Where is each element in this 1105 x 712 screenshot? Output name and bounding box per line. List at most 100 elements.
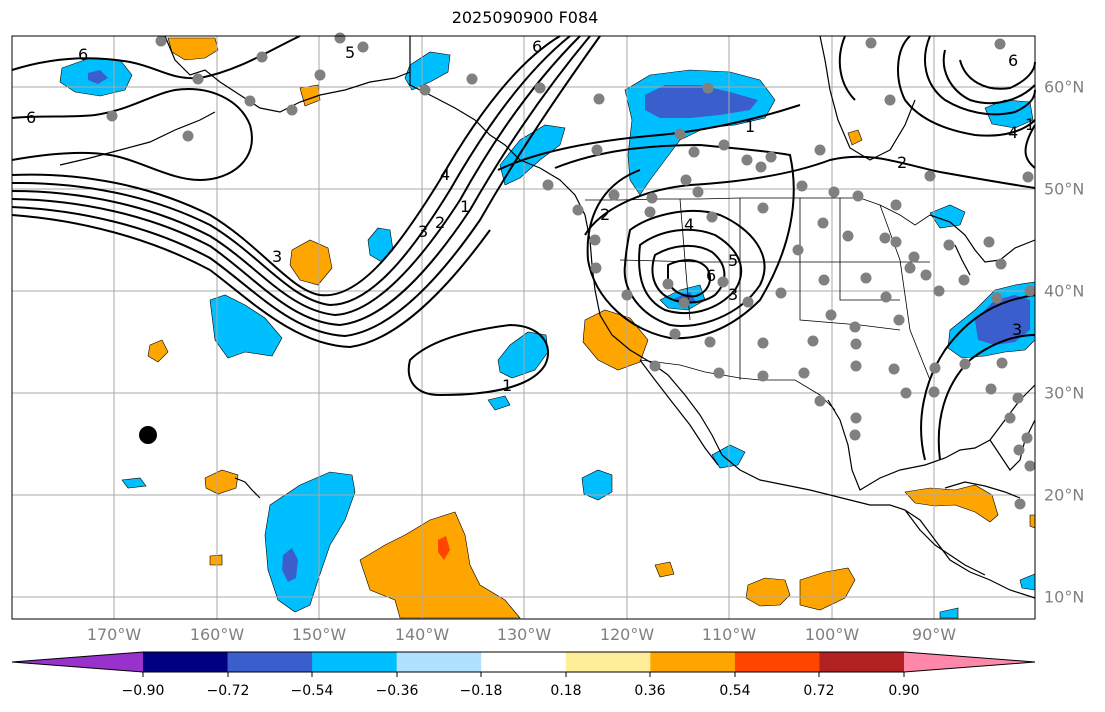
station-marker xyxy=(334,32,346,44)
station-marker xyxy=(757,370,769,382)
station-marker xyxy=(849,429,861,441)
station-marker xyxy=(879,232,891,244)
station-marker xyxy=(904,262,916,274)
map-title: 2025090900 F084 xyxy=(451,8,599,27)
station-marker xyxy=(933,285,945,297)
colorbar-tick-label: 0.72 xyxy=(803,683,835,699)
station-marker xyxy=(850,412,862,424)
contour-label: 2 xyxy=(600,205,610,224)
colorbar-cell xyxy=(481,652,567,672)
station-marker xyxy=(818,274,830,286)
station-marker xyxy=(590,262,602,274)
station-marker xyxy=(155,35,167,47)
contour-label: 6 xyxy=(532,37,542,56)
station-marker xyxy=(357,41,369,53)
station-marker xyxy=(621,289,633,301)
contour-label: 1 xyxy=(745,117,755,136)
station-marker xyxy=(884,94,896,106)
positive-anomaly-shading xyxy=(147,37,1036,619)
station-marker xyxy=(860,272,872,284)
station-marker xyxy=(608,189,620,201)
station-marker xyxy=(662,278,674,290)
contour-label: 3 xyxy=(272,247,282,266)
station-marker xyxy=(713,367,725,379)
colorbar-cell xyxy=(734,652,820,672)
colorbar-cell xyxy=(227,652,313,672)
station-marker xyxy=(985,383,997,395)
station-marker xyxy=(649,360,661,372)
station-marker xyxy=(888,363,900,375)
station-marker xyxy=(644,206,656,218)
colorbar-tick-label: −0.90 xyxy=(121,683,165,699)
station-marker xyxy=(796,180,808,192)
colorbar-tick-label: −0.36 xyxy=(375,683,419,699)
lat-label: 40°N xyxy=(1044,281,1085,301)
station-marker xyxy=(928,386,940,398)
station-marker xyxy=(688,146,700,158)
station-marker xyxy=(908,251,920,263)
station-marker xyxy=(814,395,826,407)
station-marker xyxy=(958,274,970,286)
contour-label: 6 xyxy=(78,45,88,64)
station-marker xyxy=(182,130,194,142)
station-marker xyxy=(991,292,1003,304)
contour-label: 1 xyxy=(502,376,512,395)
station-marker xyxy=(1021,432,1033,444)
station-marker xyxy=(995,258,1007,270)
contour-label: 6 xyxy=(706,266,716,285)
map-border xyxy=(11,35,1036,620)
station-marker xyxy=(814,144,826,156)
station-marker xyxy=(880,291,892,303)
station-marker xyxy=(741,154,753,166)
station-markers xyxy=(106,32,1036,510)
station-marker xyxy=(924,170,936,182)
station-marker xyxy=(704,336,716,348)
lon-label: 90°W xyxy=(911,625,957,644)
station-marker xyxy=(466,73,478,85)
station-marker xyxy=(792,244,804,256)
contour-label: 5 xyxy=(345,43,355,62)
station-marker xyxy=(742,296,754,308)
station-marker xyxy=(893,314,905,326)
black-marker xyxy=(139,426,157,444)
contour-label: 2 xyxy=(435,213,445,232)
contour-label: 4 xyxy=(684,215,694,234)
station-marker xyxy=(314,69,326,81)
station-marker xyxy=(706,211,718,223)
station-marker xyxy=(920,269,932,281)
coastlines xyxy=(59,35,1036,599)
station-marker xyxy=(702,82,714,94)
station-marker xyxy=(994,38,1006,50)
contour-label: 5 xyxy=(728,251,738,270)
station-marker xyxy=(589,234,601,246)
station-marker xyxy=(1024,285,1036,297)
strong-negative-anomaly xyxy=(88,70,1030,582)
colorbar-cell xyxy=(143,652,229,672)
station-marker xyxy=(591,144,603,156)
contour-label: 6 xyxy=(26,108,36,127)
station-marker xyxy=(996,357,1008,369)
lon-label: 160°W xyxy=(189,625,245,644)
station-marker xyxy=(572,204,584,216)
contour-label: 1 xyxy=(460,197,470,216)
station-marker xyxy=(852,190,864,202)
station-marker xyxy=(419,84,431,96)
station-marker xyxy=(798,367,810,379)
lon-label: 150°W xyxy=(291,625,347,644)
lat-label: 10°N xyxy=(1044,587,1085,607)
lon-label: 140°W xyxy=(394,625,450,644)
station-marker xyxy=(828,186,840,198)
station-marker xyxy=(757,337,769,349)
station-marker xyxy=(106,110,118,122)
lon-label: 110°W xyxy=(701,625,757,644)
lon-label: 100°W xyxy=(804,625,860,644)
lat-label: 60°N xyxy=(1044,77,1085,97)
station-marker xyxy=(825,309,837,321)
graticule xyxy=(12,36,1035,619)
station-marker xyxy=(593,93,605,105)
contour-label: 4 xyxy=(440,165,450,184)
station-marker xyxy=(807,335,819,347)
station-marker xyxy=(900,387,912,399)
station-marker xyxy=(755,161,767,173)
